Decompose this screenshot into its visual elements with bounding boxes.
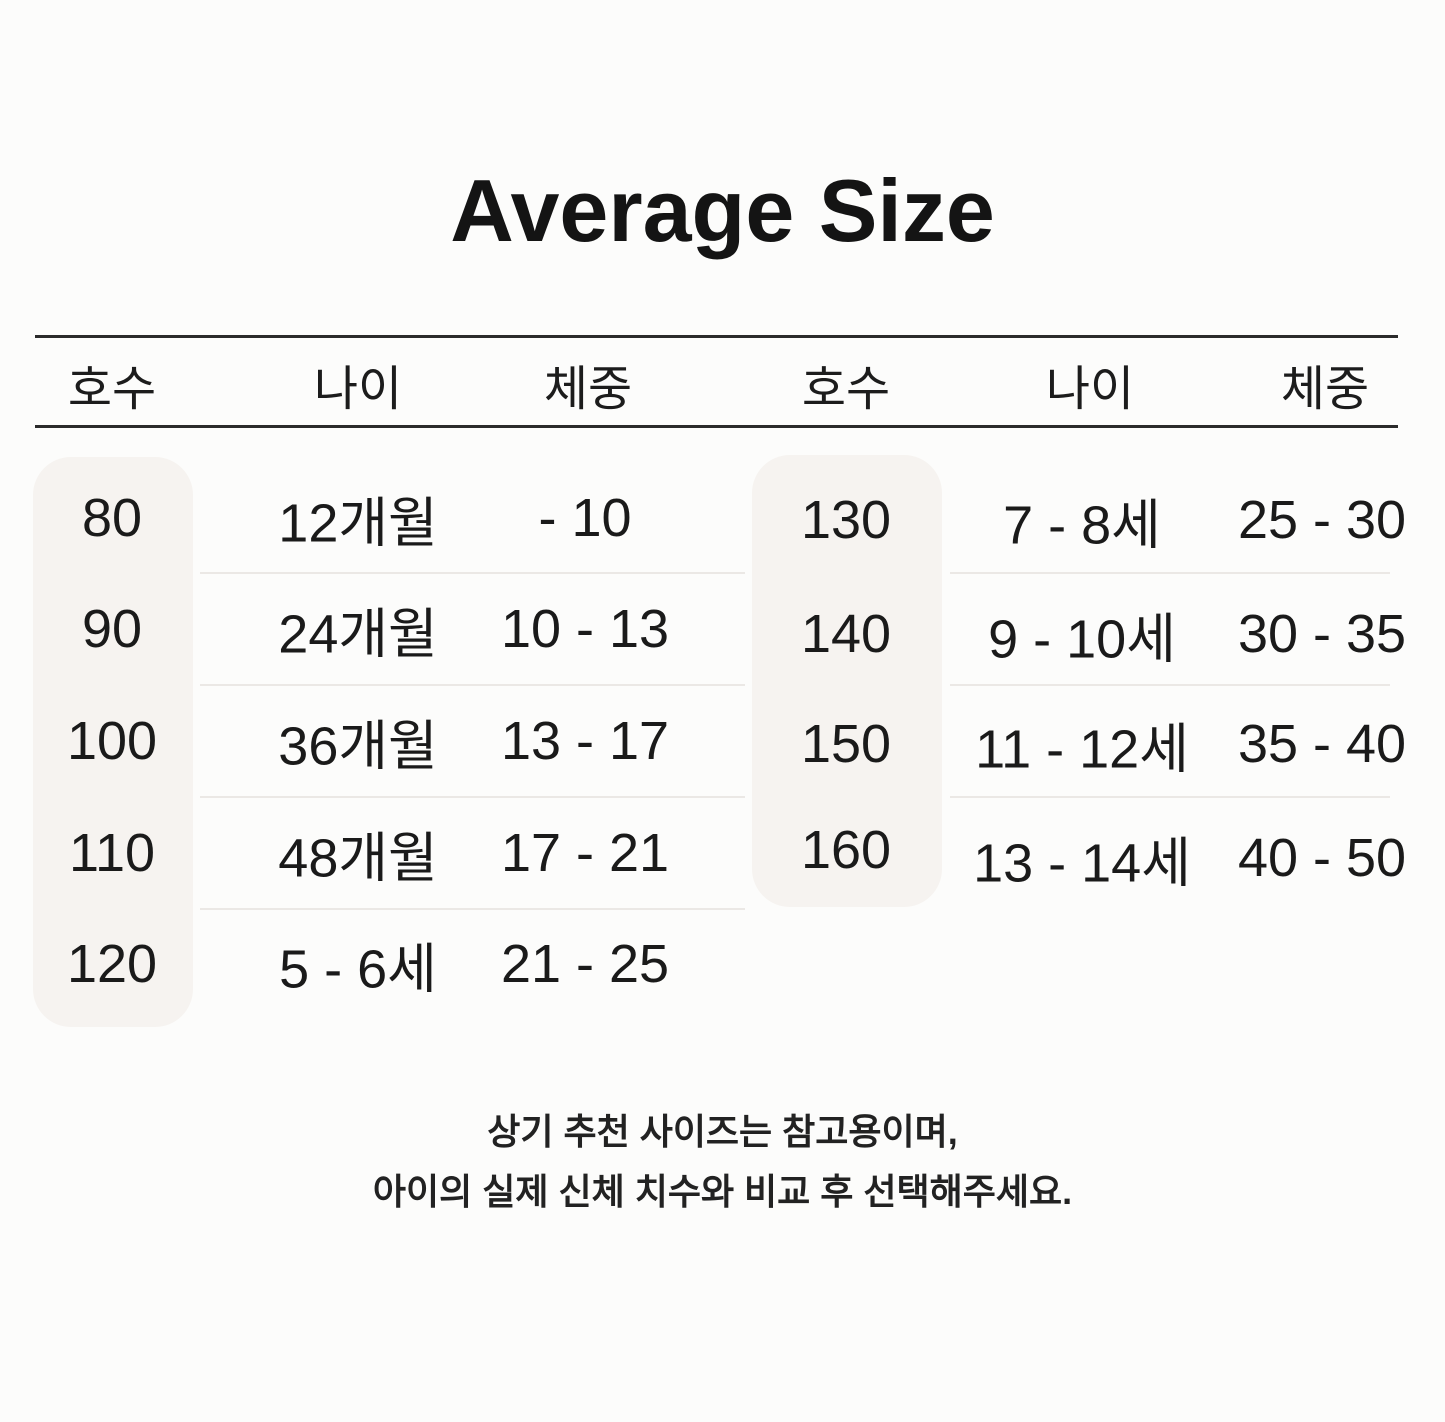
cell-size: 80 (81, 488, 143, 548)
size-column-highlight-left (33, 457, 193, 1027)
row-divider (950, 684, 1390, 686)
row-divider (200, 684, 745, 686)
cell-size: 100 (66, 711, 158, 771)
column-header-weight-right: 체중 (1280, 363, 1370, 416)
page-title: Average Size (450, 161, 995, 260)
cell-weight: 17 - 21 (500, 823, 670, 883)
row-divider (200, 908, 745, 910)
cell-size: 150 (800, 714, 892, 774)
size-column-highlight-right (752, 455, 942, 907)
cell-age: 48개월 (278, 828, 438, 889)
cell-weight: 35 - 40 (1237, 714, 1407, 774)
column-header-age-left: 나이 (313, 363, 403, 416)
cell-age: 13 - 14세 (973, 833, 1191, 894)
cell-age: 24개월 (278, 604, 438, 665)
cell-age: 7 - 8세 (1003, 495, 1161, 556)
cell-weight: 40 - 50 (1237, 828, 1407, 888)
cell-age: 12개월 (278, 493, 438, 554)
row-divider (950, 796, 1390, 798)
footer-note-line2: 아이의 실제 신체 치수와 비교 후 선택해주세요. (372, 1171, 1073, 1212)
header-rule-bottom (35, 425, 1398, 428)
column-header-size-left: 호수 (67, 363, 157, 416)
header-rule-top (35, 335, 1398, 338)
cell-age: 11 - 12세 (975, 719, 1189, 780)
cell-weight: 10 - 13 (500, 599, 670, 659)
cell-size: 160 (800, 820, 892, 880)
cell-age: 5 - 6세 (279, 939, 437, 1000)
cell-weight: 30 - 35 (1237, 604, 1407, 664)
row-divider (950, 572, 1390, 574)
cell-weight: 21 - 25 (500, 934, 670, 994)
footer-note-line1: 상기 추천 사이즈는 참고용이며, (487, 1111, 958, 1152)
cell-size: 110 (68, 823, 156, 883)
column-header-weight-left: 체중 (543, 363, 633, 416)
row-divider (200, 796, 745, 798)
column-header-age-right: 나이 (1045, 363, 1135, 416)
cell-weight: - 10 (538, 488, 632, 548)
cell-age: 36개월 (278, 716, 438, 777)
column-header-size-right: 호수 (801, 363, 891, 416)
row-divider (200, 572, 745, 574)
cell-weight: 13 - 17 (500, 711, 670, 771)
cell-size: 130 (800, 490, 892, 550)
cell-size: 90 (81, 599, 143, 659)
cell-age: 9 - 10세 (988, 609, 1176, 670)
cell-size: 140 (800, 604, 892, 664)
cell-size: 120 (66, 934, 158, 994)
cell-weight: 25 - 30 (1237, 490, 1407, 550)
